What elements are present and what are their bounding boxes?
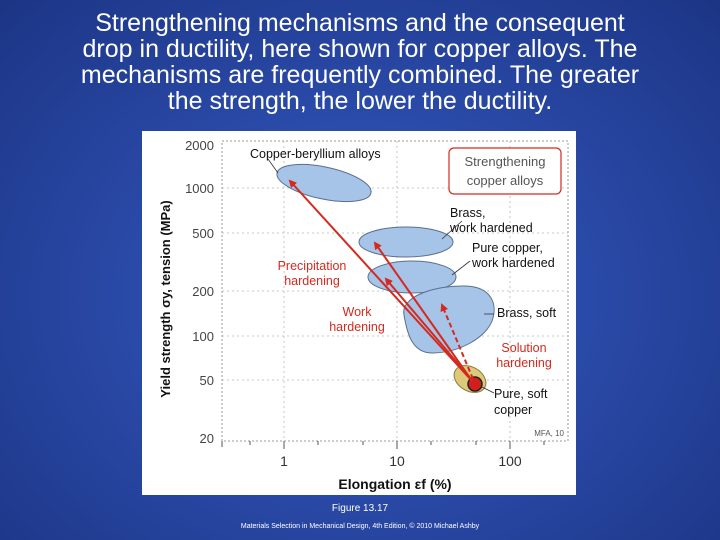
x-axis-ticks: [221, 441, 545, 449]
brass-soft-label: Brass, soft: [497, 306, 557, 320]
title-line: Strengthening mechanisms and the consequ…: [95, 9, 625, 37]
figure-watermark: MFA, 10: [534, 429, 564, 438]
brass-work-hardened-region: [358, 226, 454, 258]
y-axis: 2000 1000 500 200 100 50 20: [185, 138, 214, 446]
pure-soft-copper-label: copper: [494, 403, 532, 417]
strengthening-box: [448, 147, 562, 195]
x-axis-label: Elongation εf (%): [338, 476, 451, 492]
y-tick-label: 100: [192, 329, 214, 344]
y-tick-label: 1000: [185, 181, 214, 196]
y-tick-label: 50: [200, 373, 214, 388]
work-hardening-label: Work: [343, 305, 373, 319]
y-tick-label: 500: [192, 226, 214, 241]
strengthening-diagram: Yield strength σy, tension (MPa) 2000 10…: [158, 138, 569, 492]
pure-copper-work-hardened-label: work hardened: [471, 256, 555, 270]
pure-copper-work-hardened-label: Pure copper,: [472, 241, 543, 255]
box-label-line: copper alloys: [467, 173, 544, 188]
y-tick-label: 20: [200, 431, 214, 446]
brass-work-hardened-label: Brass,: [450, 206, 485, 220]
y-tick-label: 200: [192, 284, 214, 299]
solution-hardening-label: Solution: [501, 341, 546, 355]
y-tick-label: 2000: [185, 138, 214, 153]
pure-soft-copper-label: Pure, soft: [494, 387, 548, 401]
title-line: the strength, the lower the ductility.: [167, 87, 553, 115]
title-line: drop in ductility, here shown for copper…: [82, 35, 638, 63]
box-label-line: Strengthening: [465, 154, 546, 169]
precipitation-hardening-label: hardening: [284, 274, 340, 288]
solution-hardening-label: hardening: [496, 356, 552, 370]
slide-title: Strengthening mechanisms and the consequ…: [30, 10, 690, 114]
region-labels: Copper-beryllium alloys Brass, work hard…: [250, 147, 557, 417]
figure-panel: Yield strength σy, tension (MPa) 2000 10…: [142, 131, 576, 495]
brass-work-hardened-label: work hardened: [449, 221, 533, 235]
strengthening-arrows: [288, 179, 474, 382]
source-credit: Materials Selection in Mechanical Design…: [240, 523, 480, 530]
mechanism-labels: Precipitation hardening Work hardening S…: [278, 259, 552, 370]
figure-caption: Figure 13.17: [331, 503, 389, 514]
precipitation-hardening-label: Precipitation: [278, 259, 347, 273]
strengthening-box-label: Strengthening copper alloys: [465, 154, 546, 188]
copper-beryllium-label: Copper-beryllium alloys: [250, 147, 381, 161]
title-line: mechanisms are frequently combined. The …: [80, 61, 640, 89]
y-axis-label: Yield strength σy, tension (MPa): [158, 200, 173, 397]
work-hardening-label: hardening: [329, 320, 385, 334]
x-axis: 1 10 100: [280, 453, 522, 469]
x-tick-label: 10: [389, 453, 405, 469]
x-tick-label: 1: [280, 453, 288, 469]
x-tick-label: 100: [498, 453, 522, 469]
leader-lines: [267, 158, 495, 394]
